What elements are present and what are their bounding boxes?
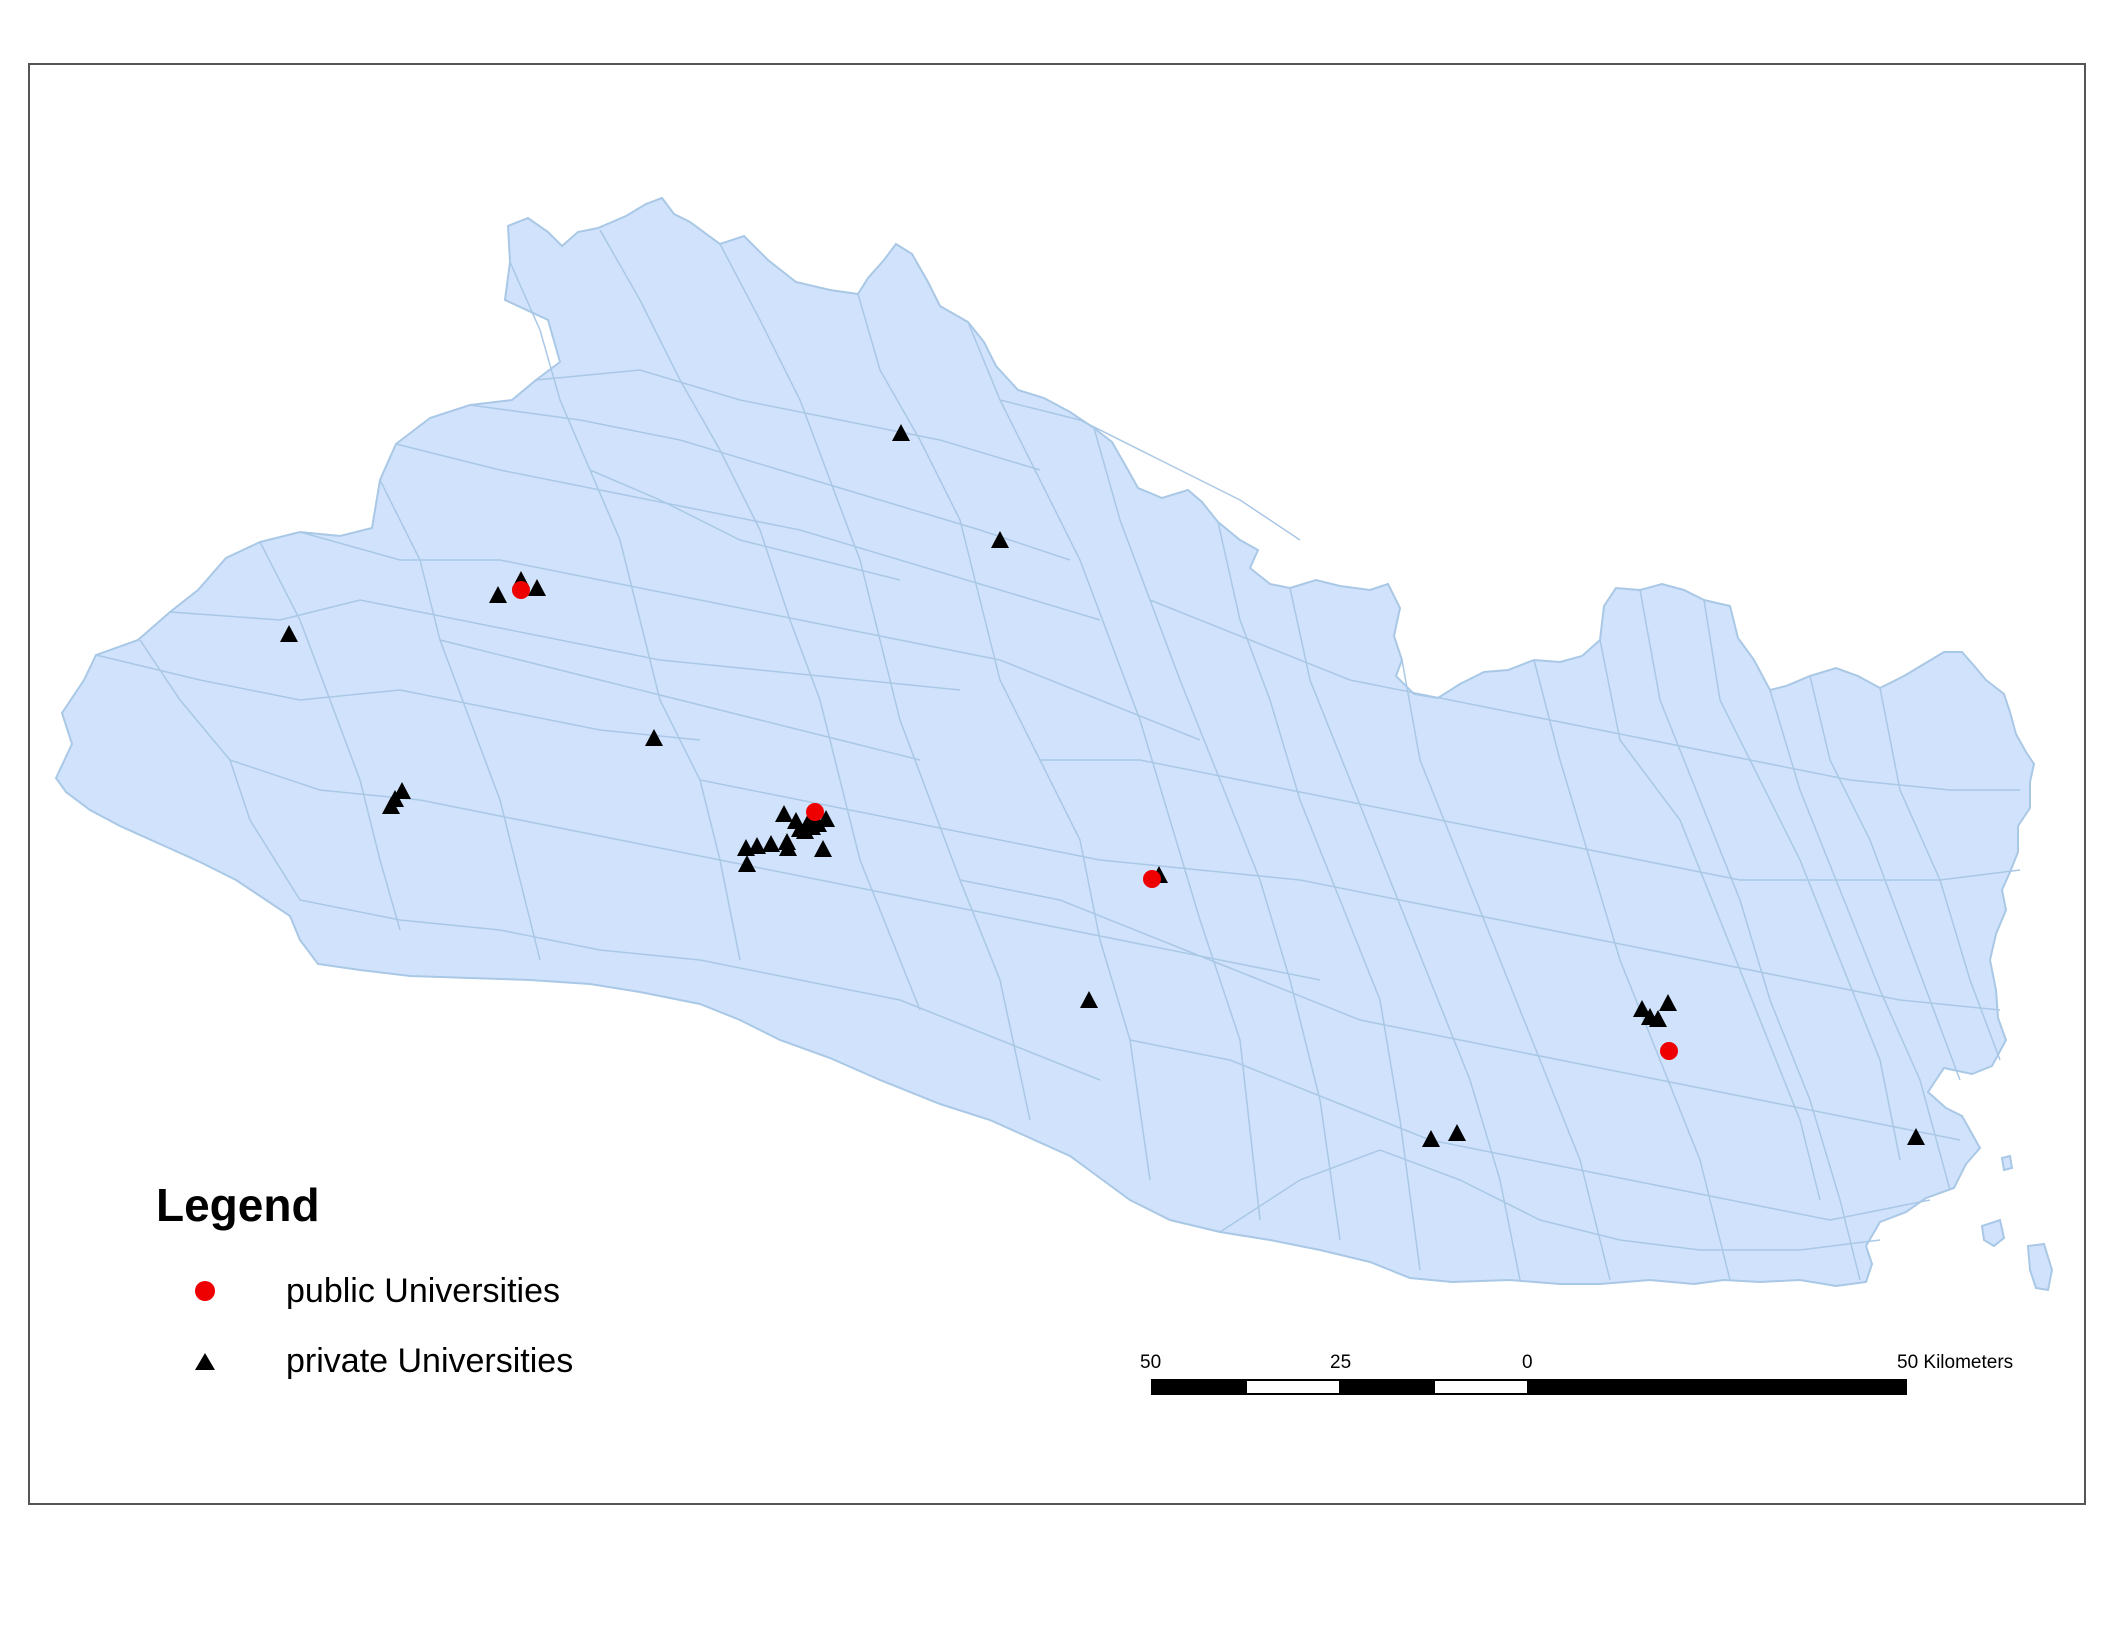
black-triangle-icon [190,1346,220,1376]
private-university-marker [1448,1124,1466,1141]
private-university-marker [738,855,756,872]
island-gulf [2026,1242,2054,1292]
scale-label-0: 0 [1522,1352,1533,1373]
private-university-markers [280,424,1925,1147]
island-gulf [1980,1218,2006,1248]
private-university-marker [803,818,821,835]
private-university-marker [1422,1130,1440,1147]
private-university-marker [817,810,835,827]
scale-label-25: 25 [1330,1352,1352,1373]
legend-item-private: private Universities [190,1336,573,1386]
scale-bar-segment [1151,1379,1247,1395]
country-outline [54,196,2036,1288]
private-university-marker [775,805,793,822]
private-university-marker [762,835,780,852]
private-university-marker [779,839,797,856]
public-university-marker [1143,870,1161,888]
private-university-marker [393,782,411,799]
public-university-markers [512,581,1678,1060]
scale-bar [1151,1379,1907,1395]
scale-bar-segment [1527,1379,1907,1395]
private-university-marker [1080,991,1098,1008]
scale-bar-segment [1339,1379,1435,1395]
legend-label-public: public Universities [286,1271,560,1310]
public-university-marker [1660,1042,1678,1060]
private-university-marker [1907,1128,1925,1145]
scale-bar-segment [1433,1379,1529,1395]
scale-label-50-kilometers: 50 Kilometers [1897,1352,2014,1373]
private-university-marker [892,424,910,441]
scale-bar-segment [1245,1379,1341,1395]
private-university-marker [645,729,663,746]
private-university-marker [1633,1000,1651,1017]
island-gulf [2000,1154,2014,1172]
public-university-marker [512,581,530,599]
private-university-marker [280,625,298,642]
municipal-borders [95,229,2021,1281]
legend-item-public: public Universities [190,1266,560,1316]
private-university-marker [489,586,507,603]
legend-label-private: private Universities [286,1341,574,1380]
private-university-marker [991,531,1009,548]
scale-label-50-left: 50 [1140,1352,1162,1373]
private-university-marker [814,840,832,857]
private-university-marker [748,837,766,854]
private-university-marker [1649,1010,1667,1027]
legend-title: Legend [156,1179,320,1231]
public-university-marker [806,803,824,821]
private-university-marker [1659,994,1677,1011]
private-university-marker [528,579,546,596]
red-circle-icon [190,1276,220,1306]
